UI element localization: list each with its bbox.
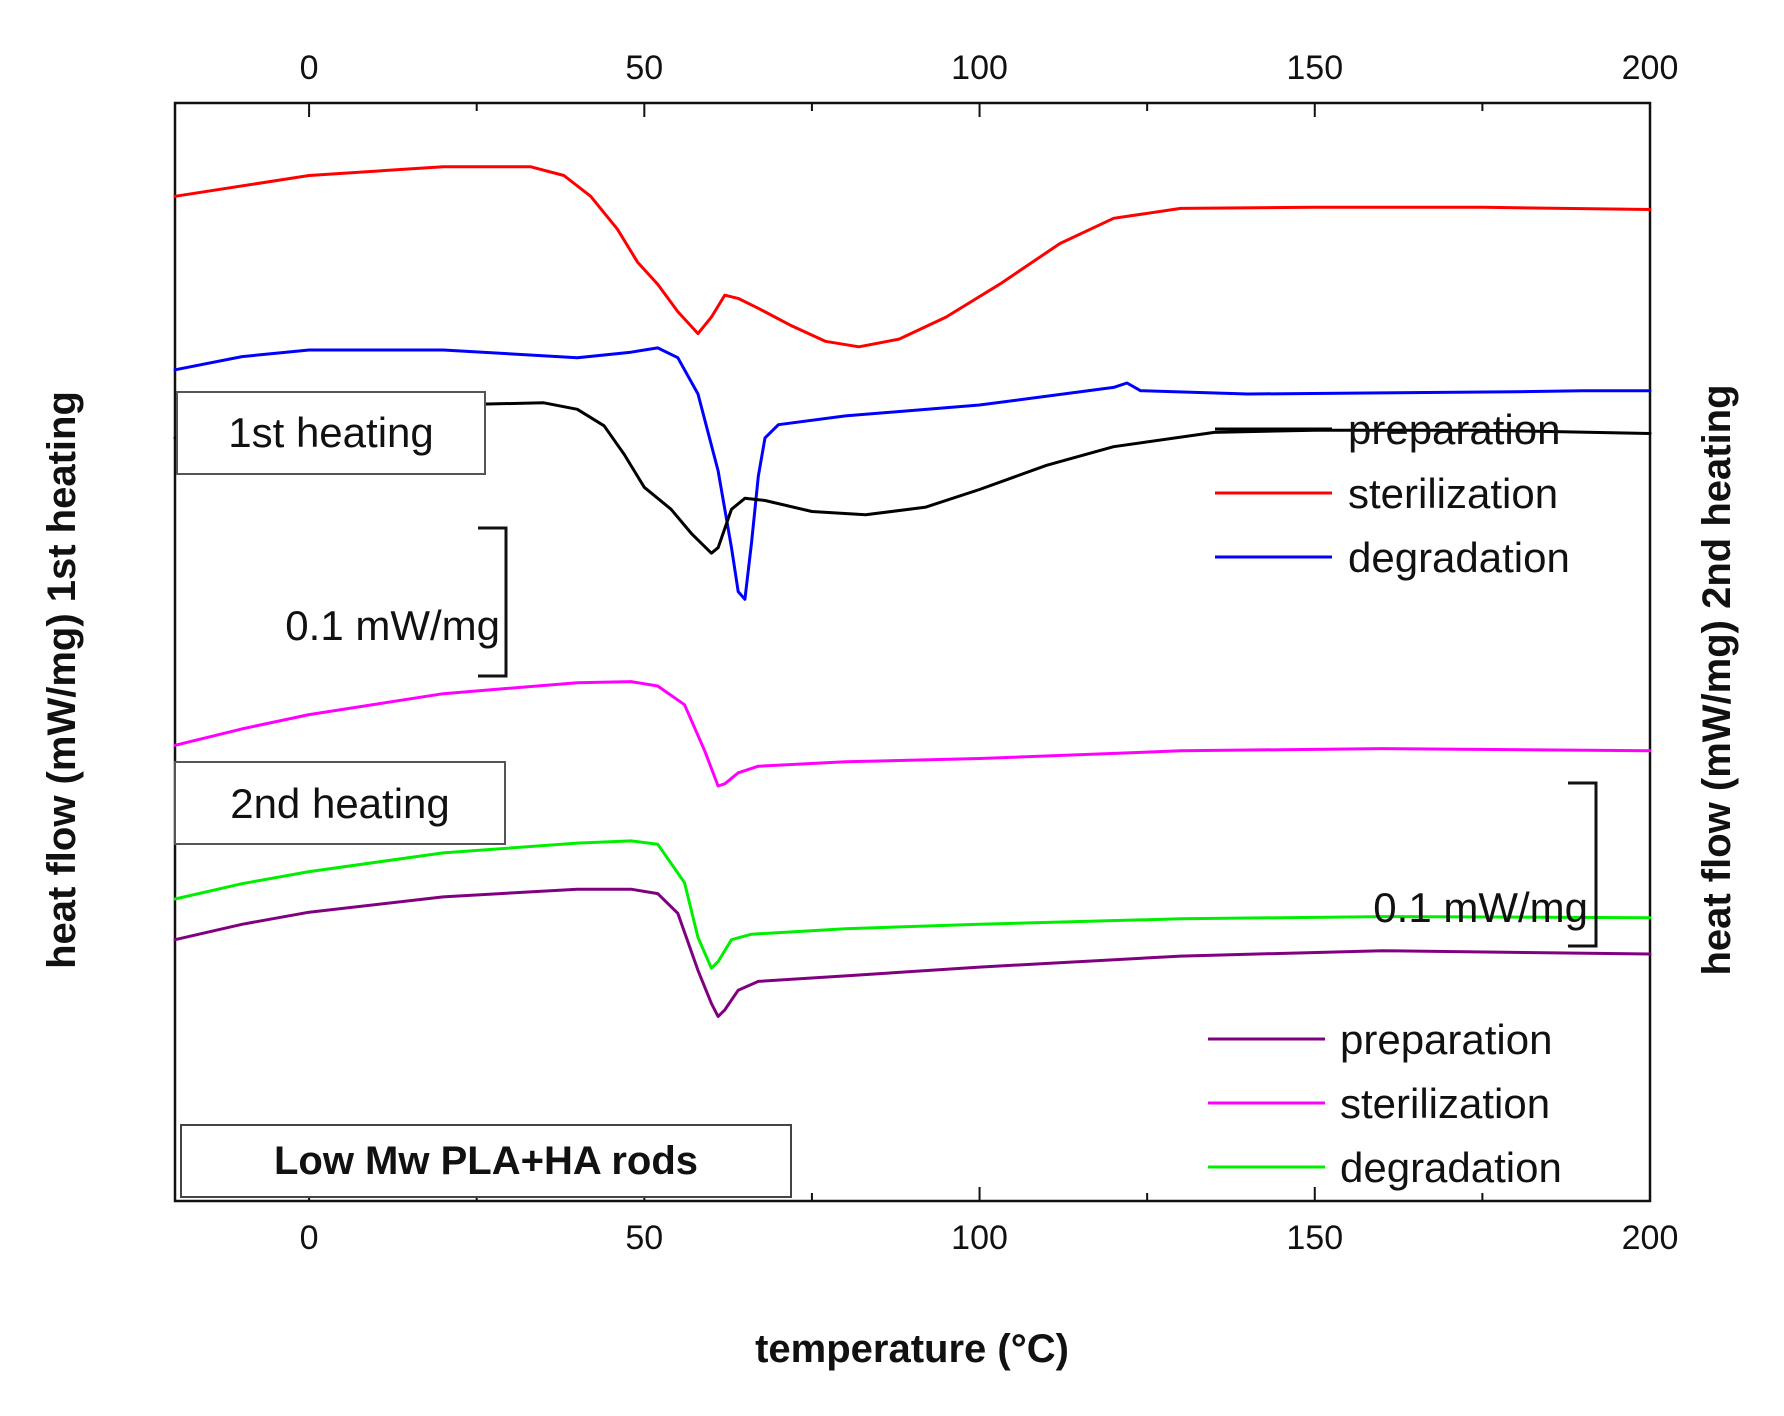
legend-2nd-preparation-label: preparation	[1340, 1016, 1552, 1063]
x-tick-label-bottom-0: 0	[300, 1219, 319, 1257]
series-1st-heating-sterilization	[173, 165, 1652, 349]
series-1st-heating-degradation	[173, 346, 1652, 601]
scale-bar-2nd-heating: 0.1 mW/mg	[1373, 781, 1598, 948]
right-y-axis-title: heat flow (mW/mg) 2nd heating	[1695, 384, 1739, 975]
bottom-x-ticks: 0 50 100 150 200	[300, 1187, 1679, 1257]
group-label-2nd-heating: 2nd heating	[174, 761, 506, 845]
legend-2nd-sterilization-label: sterilization	[1340, 1080, 1550, 1127]
group-label-2nd-heating-text: 2nd heating	[230, 780, 450, 827]
scale-bar-1st-heating: 0.1 mW/mg	[285, 526, 508, 678]
top-x-ticks: 0 50 100 150 200	[300, 49, 1679, 117]
chart-title-box: Low Mw PLA+HA rods	[180, 1124, 792, 1198]
x-tick-label-bottom-100: 100	[951, 1219, 1008, 1257]
legend-1st-heating: preparation sterilization degradation	[1215, 406, 1570, 581]
scale-bar-1st-heating-bracket	[478, 526, 508, 678]
series-2nd-heating-preparation	[173, 887, 1652, 1018]
x-tick-label-bottom-50: 50	[625, 1219, 663, 1257]
x-tick-label-top-50: 50	[625, 49, 663, 87]
group-label-1st-heating: 1st heating	[176, 391, 486, 475]
x-axis-title-text: temperature (°C)	[755, 1327, 1069, 1371]
legend-1st-sterilization-label: sterilization	[1348, 470, 1558, 517]
x-tick-label-top-100: 100	[951, 49, 1008, 87]
plot-frame	[173, 101, 1652, 1203]
scale-bar-2nd-heating-label: 0.1 mW/mg	[1373, 884, 1588, 931]
series-1st-heating-preparation	[173, 401, 1652, 555]
x-tick-label-top-150: 150	[1286, 49, 1343, 87]
scale-bar-1st-heating-label: 0.1 mW/mg	[285, 602, 500, 649]
x-tick-label-top-200: 200	[1622, 49, 1679, 87]
x-tick-label-bottom-200: 200	[1622, 1219, 1679, 1257]
left-y-axis-title: heat flow (mW/mg) 1st heating	[40, 391, 84, 969]
scale-bar-2nd-heating-bracket	[1568, 781, 1598, 948]
legend-2nd-heating: preparation sterilization degradation	[1208, 1016, 1562, 1191]
chart-title: Low Mw PLA+HA rods	[274, 1139, 698, 1183]
legend-1st-preparation-label: preparation	[1348, 406, 1560, 453]
x-tick-label-top-0: 0	[300, 49, 319, 87]
series-2nd-heating-sterilization	[173, 680, 1652, 788]
x-tick-label-bottom-150: 150	[1286, 1219, 1343, 1257]
series-2nd-heating-degradation	[173, 839, 1652, 970]
group-label-1st-heating-text: 1st heating	[228, 409, 434, 456]
series-layer	[173, 165, 1652, 1018]
legend-2nd-degradation-label: degradation	[1340, 1144, 1562, 1191]
x-axis-title: temperature (°C)	[755, 1327, 1069, 1371]
legend-1st-degradation-label: degradation	[1348, 534, 1570, 581]
